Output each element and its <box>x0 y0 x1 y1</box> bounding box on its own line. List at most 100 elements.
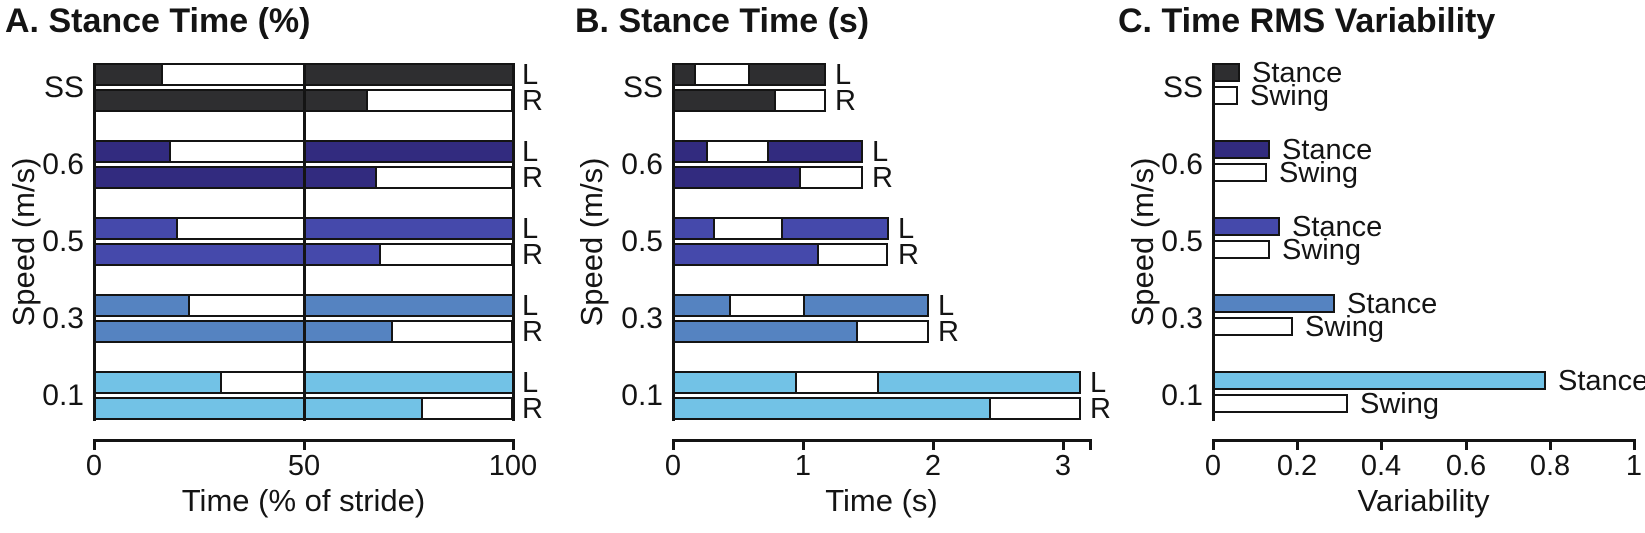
x-axis-tick-label: 100 <box>488 450 538 482</box>
side-label-r: R <box>938 316 959 348</box>
bar-segment-stance <box>673 140 708 163</box>
x-axis-tick-label: 0 <box>1204 450 1222 482</box>
x-axis-tick <box>1465 441 1468 450</box>
side-label-r: R <box>835 85 856 117</box>
bar-segment-swing <box>795 371 879 394</box>
x-axis-endcap <box>1089 441 1092 450</box>
speed-tick-label: 0.6 <box>1161 148 1203 181</box>
bar-swing-variability <box>1213 394 1348 413</box>
bar-stance-variability <box>1213 217 1280 236</box>
x-axis-tick <box>1296 441 1299 450</box>
bar-segment-stance <box>877 371 1081 394</box>
x-axis-tick <box>1549 441 1552 450</box>
speed-tick-label: 0.5 <box>621 225 663 258</box>
bar-label-stance: Stance <box>1282 134 1373 166</box>
bar-segment-stance <box>94 63 163 86</box>
x-axis-tick-label: 1 <box>1625 450 1643 482</box>
bar-label-stance: Stance <box>1292 211 1383 243</box>
bar-segment-stance <box>94 89 368 112</box>
bar-segment-swing <box>774 89 826 112</box>
speed-tick-label: 0.6 <box>621 148 663 181</box>
side-label-l: L <box>522 290 539 322</box>
panel-c-title: C. Time RMS Variability <box>1118 2 1496 40</box>
side-label-l: L <box>522 59 539 91</box>
bar-segment-stance <box>94 294 190 317</box>
side-label-r: R <box>522 316 543 348</box>
bar-segment-stance <box>304 140 514 163</box>
gridline-x-0 <box>93 63 96 421</box>
gridline-x-100 <box>512 63 515 421</box>
bar-stance-variability <box>1213 140 1270 159</box>
panel-a-title: A. Stance Time (%) <box>5 2 311 40</box>
bar-segment-swing <box>220 371 306 394</box>
bar-segment-swing <box>799 166 863 189</box>
gridline-x-0 <box>1212 63 1215 421</box>
x-axis-line <box>672 439 1092 442</box>
speed-tick-label: 0.6 <box>42 148 84 181</box>
bar-segment-stance <box>304 217 514 240</box>
bar-segment-stance <box>673 89 776 112</box>
bar-label-swing: Swing <box>1282 234 1361 266</box>
speed-tick-label: 0.1 <box>621 379 663 412</box>
bar-label-stance: Stance <box>1558 365 1645 397</box>
speed-tick-label: 0.3 <box>621 302 663 335</box>
x-axis-tick-label: 0.8 <box>1529 450 1571 482</box>
speed-tick-label: SS <box>1162 71 1203 104</box>
x-axis-tick <box>1380 441 1383 450</box>
bar-label-stance: Stance <box>1347 288 1438 320</box>
x-axis-tick-label: 0.6 <box>1445 450 1487 482</box>
bar-segment-swing <box>989 397 1081 420</box>
x-axis-tick <box>802 441 805 450</box>
speed-tick-label: 0.3 <box>42 302 84 335</box>
x-axis-tick <box>93 441 96 450</box>
bar-segment-stance <box>673 294 731 317</box>
bar-segment-swing <box>379 243 513 266</box>
panel-c-x-axis-title: Variability <box>1357 483 1490 518</box>
side-label-l: L <box>872 136 889 168</box>
bar-segment-stance <box>94 243 381 266</box>
x-axis-tick-label: 3 <box>1054 450 1072 482</box>
bar-segment-stance <box>673 243 819 266</box>
side-label-r: R <box>1090 393 1111 425</box>
bar-segment-swing <box>169 140 305 163</box>
side-label-l: L <box>835 59 852 91</box>
bar-label-swing: Swing <box>1279 157 1358 189</box>
bar-segment-swing <box>817 243 888 266</box>
bar-label-swing: Swing <box>1250 80 1329 112</box>
x-axis-tick <box>1212 441 1215 450</box>
x-axis-tick-label: 0 <box>85 450 103 482</box>
bar-segment-stance <box>803 294 929 317</box>
panel-b-x-axis-title: Time (s) <box>825 483 938 518</box>
bar-segment-stance <box>94 320 393 343</box>
speed-tick-label: 0.1 <box>1161 379 1203 412</box>
side-label-r: R <box>872 162 893 194</box>
bar-segment-stance <box>673 320 858 343</box>
bar-segment-stance <box>767 140 863 163</box>
bar-segment-stance <box>94 397 423 420</box>
side-label-l: L <box>1090 367 1107 399</box>
speed-tick-label: 0.1 <box>42 379 84 412</box>
speed-tick-label: SS <box>622 71 663 104</box>
bar-segment-stance <box>673 397 991 420</box>
side-label-r: R <box>522 162 543 194</box>
bar-segment-swing <box>188 294 305 317</box>
bar-segment-swing <box>856 320 929 343</box>
x-axis-line <box>93 439 515 442</box>
side-label-r: R <box>522 239 543 271</box>
panel-a-x-axis-title: Time (% of stride) <box>181 483 426 518</box>
x-axis-tick <box>1633 441 1636 450</box>
bar-segment-swing <box>706 140 769 163</box>
x-axis-tick-label: 0.2 <box>1276 450 1318 482</box>
panel-b-title: B. Stance Time (s) <box>575 2 870 40</box>
bar-segment-swing <box>729 294 805 317</box>
bar-stance-variability <box>1213 63 1240 82</box>
bar-segment-swing <box>375 166 513 189</box>
bar-segment-stance <box>673 371 797 394</box>
bar-segment-stance <box>304 63 514 86</box>
bar-segment-stance <box>94 166 377 189</box>
bar-segment-stance <box>304 371 514 394</box>
side-label-l: L <box>522 136 539 168</box>
bar-segment-stance <box>94 371 222 394</box>
bar-segment-swing <box>421 397 513 420</box>
